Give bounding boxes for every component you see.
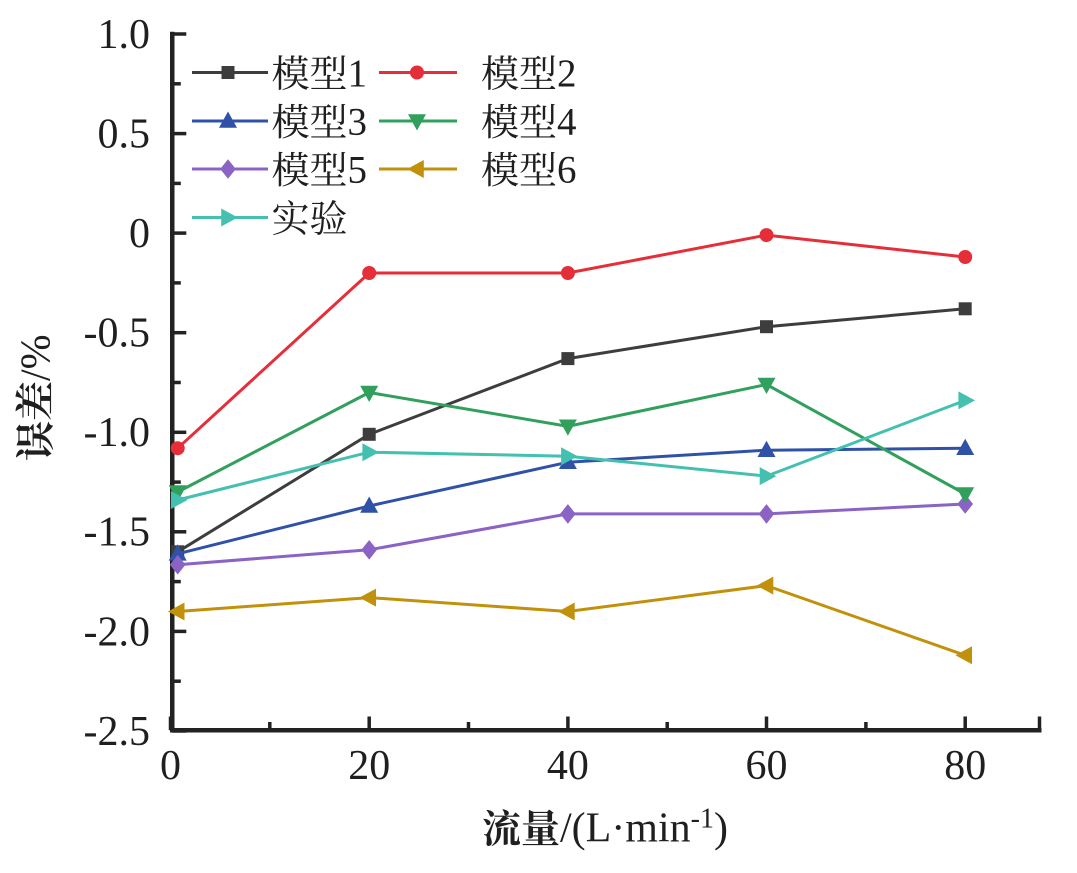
svg-text:0.5: 0.5: [98, 112, 151, 158]
svg-text:80: 80: [944, 743, 986, 789]
svg-text:60: 60: [746, 743, 788, 789]
svg-text:-1.5: -1.5: [84, 510, 151, 556]
svg-text:/(L·min-1): /(L·min-1): [560, 804, 728, 852]
svg-text:4: 4: [557, 101, 577, 144]
svg-text:/%: /%: [14, 334, 60, 381]
svg-text:1.0: 1.0: [98, 12, 151, 58]
svg-text:-2.0: -2.0: [84, 609, 151, 655]
svg-text:6: 6: [557, 149, 577, 192]
svg-text:3: 3: [348, 101, 368, 144]
svg-text:5: 5: [348, 149, 368, 192]
svg-text:-1.0: -1.0: [84, 410, 151, 456]
svg-text:-2.5: -2.5: [84, 709, 151, 755]
svg-text:0: 0: [129, 211, 150, 257]
svg-text:1: 1: [348, 52, 368, 95]
svg-text:20: 20: [348, 743, 390, 789]
svg-text:40: 40: [547, 743, 589, 789]
svg-text:2: 2: [557, 52, 577, 95]
svg-text:0: 0: [160, 743, 181, 789]
svg-text:-0.5: -0.5: [84, 311, 151, 357]
